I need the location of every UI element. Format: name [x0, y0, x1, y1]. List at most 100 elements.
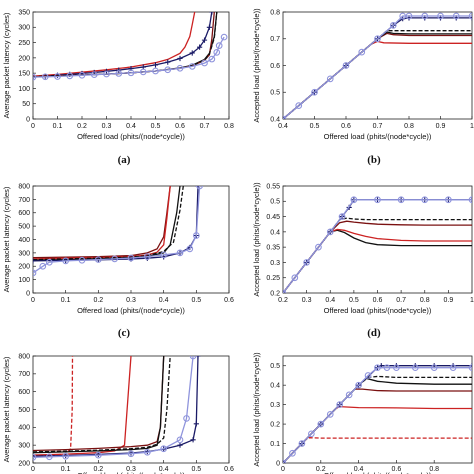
- x-tick-label: 0.5: [151, 123, 161, 130]
- data-point-circle: [215, 42, 223, 49]
- x-axis-label: Offered load (phits/(node*cycle)): [77, 306, 185, 315]
- data-point-circle: [33, 269, 37, 277]
- data-point-circle: [115, 70, 123, 77]
- data-point-circle: [33, 73, 37, 81]
- x-tick-label: 0.1: [61, 297, 71, 304]
- y-axis-label: Average packet latency (cycles): [2, 356, 11, 462]
- y-tick-label: 200: [18, 264, 30, 271]
- y-tick-label: 0.3: [270, 260, 280, 267]
- data-point-circle: [176, 249, 184, 257]
- x-tick-label: 0.2: [278, 297, 288, 304]
- data-point-circle: [326, 228, 334, 236]
- y-axis-label: Accepted load (phits/(node*cycle)): [252, 182, 261, 297]
- y-tick-label: 350: [18, 9, 30, 16]
- y-tick-label: 800: [18, 183, 30, 190]
- x-tick-label: 0.5: [191, 466, 201, 473]
- series-line-6: [283, 15, 472, 119]
- y-tick-label: 400: [18, 237, 30, 244]
- data-point-circle: [405, 12, 413, 20]
- data-point-circle: [189, 356, 197, 360]
- series-line-4: [283, 217, 472, 293]
- data-point-plus: [190, 437, 196, 443]
- data-point-circle: [111, 255, 119, 263]
- x-axis-label: Offered load (phits/(node*cycle)): [324, 471, 432, 474]
- x-tick-label: 0.4: [278, 123, 288, 130]
- x-tick-label: 0.2: [93, 297, 103, 304]
- x-tick-label: 0.3: [102, 123, 112, 130]
- y-tick-label: 0.5: [270, 363, 280, 370]
- data-point-circle: [411, 364, 419, 372]
- data-point-circle: [220, 33, 228, 41]
- data-point-circle: [468, 196, 472, 204]
- x-tick-label: 0.6: [224, 466, 234, 473]
- x-tick-label: 0.8: [224, 123, 234, 130]
- series-line-2: [283, 32, 472, 119]
- x-tick-label: 0.7: [396, 297, 406, 304]
- series-line-5: [283, 17, 472, 119]
- data-point-circle: [94, 256, 102, 263]
- series-line-5: [283, 199, 472, 293]
- caption-c: (c): [118, 327, 131, 339]
- y-tick-label: 500: [18, 407, 30, 414]
- data-point-circle: [303, 259, 310, 266]
- data-point-circle: [338, 213, 346, 220]
- series-line-7: [33, 356, 194, 458]
- y-tick-label: 250: [18, 40, 30, 47]
- data-point-circle: [186, 245, 194, 253]
- data-point-circle: [399, 12, 407, 20]
- x-tick-label: 0.6: [392, 466, 402, 473]
- x-axis-label: Offered load (phits/(node*cycle)): [324, 132, 432, 141]
- series-line-1: [283, 229, 472, 293]
- data-point-circle: [196, 186, 203, 190]
- x-tick-label: 0: [281, 466, 285, 473]
- data-point-plus: [206, 24, 212, 30]
- data-point-plus: [165, 59, 171, 65]
- x-tick-label: 1: [470, 123, 474, 130]
- data-point-circle: [397, 196, 405, 204]
- series-line-1: [283, 437, 472, 463]
- plot-frame: [32, 185, 230, 294]
- y-tick-label: 0.4: [270, 383, 280, 390]
- x-tick-label: 0.7: [373, 123, 383, 130]
- data-point-circle: [41, 73, 49, 81]
- data-point-circle: [291, 274, 299, 282]
- data-point-circle: [183, 415, 190, 422]
- data-point-circle: [283, 289, 287, 293]
- x-tick-label: 0.1: [61, 466, 71, 473]
- x-tick-label: 0.9: [436, 123, 446, 130]
- x-tick-label: 0.3: [126, 297, 136, 304]
- data-point-circle: [62, 452, 70, 460]
- x-tick-label: 0.3: [126, 466, 136, 473]
- data-point-circle: [127, 254, 135, 262]
- y-tick-label: 0.5: [270, 90, 280, 97]
- x-axis-label: Offered load (phits/(node*cycle)): [77, 132, 185, 141]
- y-tick-label: 0.3: [270, 402, 280, 409]
- data-point-plus: [152, 62, 159, 68]
- x-tick-label: 0.6: [373, 297, 383, 304]
- data-point-circle: [208, 55, 216, 63]
- series-line-2: [283, 405, 472, 463]
- x-tick-label: 0: [31, 297, 35, 304]
- y-tick-label: 300: [18, 250, 30, 257]
- y-tick-label: 0: [276, 460, 280, 467]
- y-tick-label: 0.55: [266, 183, 280, 190]
- data-point-circle: [160, 251, 168, 259]
- data-point-circle: [143, 253, 151, 260]
- y-tick-label: 100: [18, 86, 30, 93]
- data-point-circle: [45, 453, 53, 461]
- y-axis-label: Average packet latency (cycles): [2, 12, 11, 118]
- y-tick-label: 0: [26, 290, 30, 297]
- y-tick-label: 0.4: [270, 116, 280, 123]
- y-tick-label: 600: [18, 210, 30, 217]
- x-tick-label: 0.1: [53, 123, 63, 130]
- y-tick-label: 50: [22, 101, 30, 108]
- data-point-circle: [160, 445, 168, 453]
- series-line-1: [283, 40, 472, 119]
- x-tick-label: 0.5: [191, 297, 201, 304]
- data-point-circle: [389, 22, 397, 29]
- data-point-plus: [209, 12, 215, 15]
- data-point-circle: [449, 364, 457, 372]
- series-line-3: [33, 186, 181, 261]
- y-tick-label: 0: [26, 116, 30, 123]
